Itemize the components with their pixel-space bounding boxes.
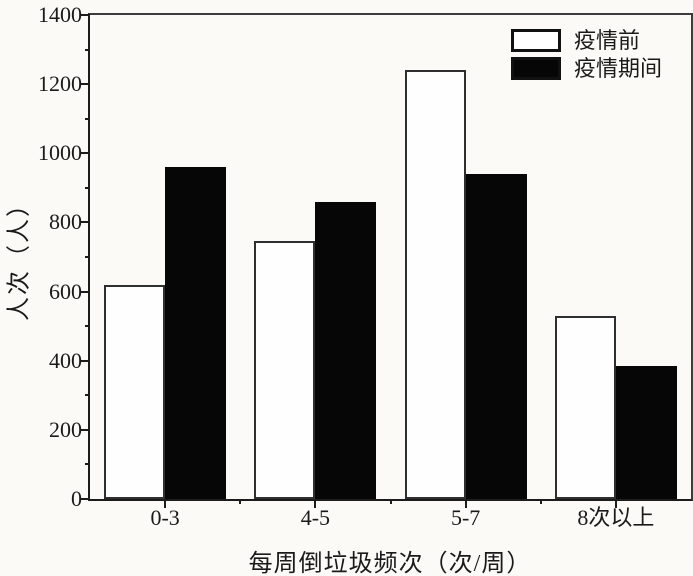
- y-major-tick: [81, 83, 90, 86]
- y-major-tick: [81, 221, 90, 224]
- y-minor-tick: [85, 186, 90, 189]
- x-minor-tick: [239, 499, 242, 504]
- y-major-tick: [81, 14, 90, 16]
- x-major-tick: [164, 499, 167, 508]
- y-axis-title: 人次（人）: [6, 191, 33, 321]
- bar-疫情前-4-5: [254, 241, 316, 499]
- y-tick-label: 800: [49, 209, 82, 235]
- y-tick-label: 1400: [38, 2, 82, 27]
- y-minor-tick: [85, 48, 90, 51]
- y-major-tick: [81, 428, 90, 431]
- x-tick-label: 8次以上: [577, 505, 655, 530]
- y-major-tick: [81, 359, 90, 362]
- y-minor-tick: [85, 256, 90, 258]
- y-tick-label: 200: [49, 416, 82, 442]
- y-minor-tick: [85, 117, 90, 120]
- legend-label: 疫情前: [574, 28, 641, 53]
- x-axis-title: 每周倒垃圾频次（次/周）: [248, 551, 532, 576]
- legend-row: 疫情前: [511, 28, 662, 53]
- legend: 疫情前 疫情期间: [511, 28, 662, 81]
- legend-label: 疫情期间: [574, 56, 663, 81]
- bar-疫情期间-8次以上: [615, 365, 677, 499]
- y-tick-label: 400: [49, 347, 82, 373]
- bar-疫情期间-0-3: [165, 167, 227, 499]
- x-major-tick: [314, 499, 317, 508]
- y-major-tick: [81, 498, 90, 500]
- bar-疫情期间-4-5: [315, 201, 377, 499]
- y-major-tick: [81, 290, 90, 293]
- x-minor-tick: [389, 499, 392, 504]
- y-tick-label: 1000: [38, 140, 82, 166]
- y-minor-tick: [85, 325, 90, 328]
- x-minor-tick: [539, 499, 542, 504]
- bar-疫情期间-5-7: [465, 174, 527, 499]
- y-tick-label: 600: [49, 278, 82, 304]
- y-minor-tick: [85, 463, 90, 466]
- bar-疫情前-8次以上: [554, 315, 616, 499]
- bar-疫情前-0-3: [104, 284, 166, 499]
- x-tick-label: 0-3: [150, 505, 180, 530]
- x-tick-label: 5-7: [450, 505, 481, 530]
- legend-swatch-icon: [511, 29, 561, 52]
- x-tick-label: 4-5: [300, 505, 331, 530]
- y-tick-label: 1200: [38, 71, 82, 97]
- bar-疫情前-5-7: [404, 70, 466, 499]
- x-major-tick: [464, 499, 467, 508]
- legend-row: 疫情期间: [511, 56, 662, 81]
- y-major-tick: [81, 152, 90, 155]
- x-major-tick: [614, 499, 617, 508]
- legend-swatch-icon: [511, 57, 561, 80]
- y-minor-tick: [85, 394, 90, 397]
- y-tick-label: 0: [71, 486, 82, 511]
